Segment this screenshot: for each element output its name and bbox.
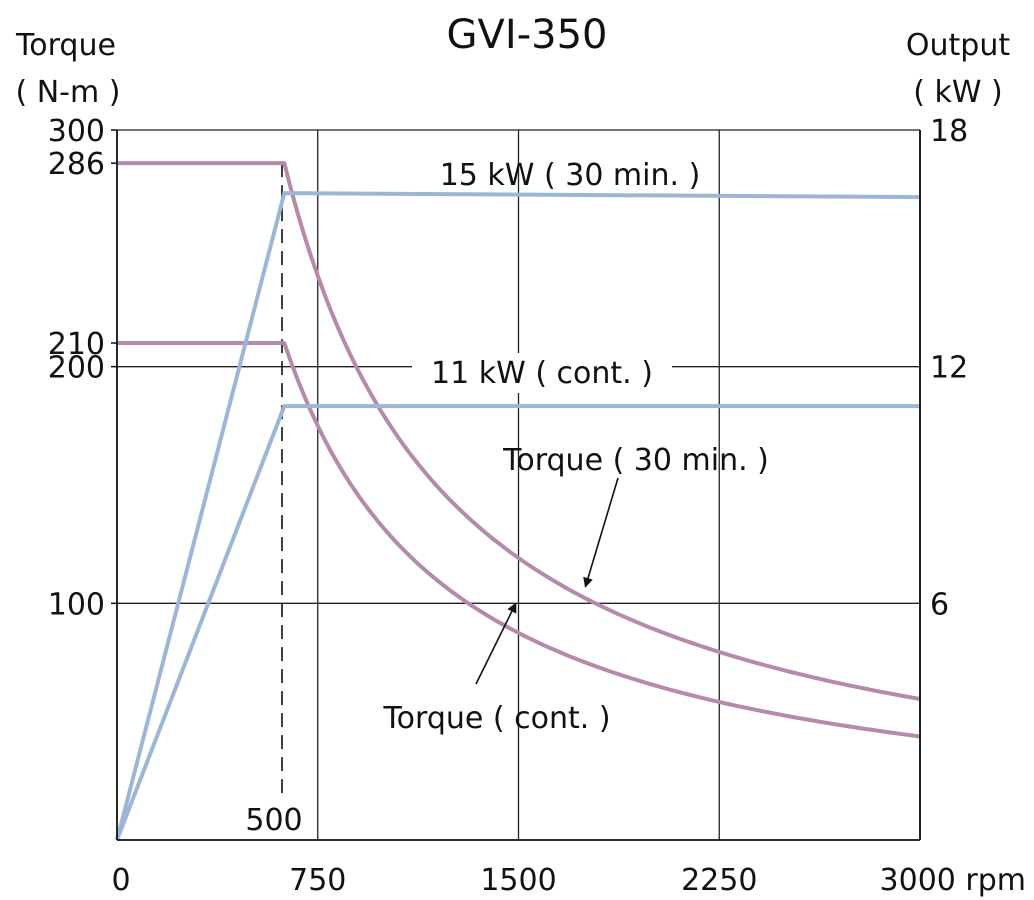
annotation-tqcont: Torque ( cont. ) xyxy=(382,701,610,736)
x-tick-label-0: 0 xyxy=(111,863,130,898)
axis-labels: GVI-350 Torque ( N-m ) Output ( kW ) xyxy=(15,12,1010,110)
right-tick-label-18: 18 xyxy=(930,114,968,149)
annotation-arrow-tqcont xyxy=(475,602,517,685)
left-tick-label-200: 200 xyxy=(48,351,105,386)
left-tick-label-286: 286 xyxy=(48,147,105,182)
x-tick-label-750: 750 xyxy=(289,863,346,898)
series-line-torque-30min xyxy=(117,161,921,701)
x-tick-label-1500: 1500 xyxy=(480,863,556,898)
chart-title: GVI-350 xyxy=(447,12,608,58)
annotation-bg-outcont xyxy=(412,353,672,393)
annotation-tq30: Torque ( 30 min. ) xyxy=(502,443,769,478)
x-tick-label-3000: 3000 rpm xyxy=(880,863,1026,898)
left-axis-unit: ( N-m ) xyxy=(16,75,121,110)
series-line-torque-cont xyxy=(117,341,921,739)
x-tick-label-2250: 2250 xyxy=(681,863,757,898)
annotation-outcont: 11 kW ( cont. ) xyxy=(431,356,653,391)
annotation-out30: 15 kW ( 30 min. ) xyxy=(440,158,701,193)
base-speed-label: 500 xyxy=(245,803,302,838)
annotation-arrow-tq30 xyxy=(583,477,619,588)
left-tick-label-100: 100 xyxy=(48,587,105,622)
annotations: 15 kW ( 30 min. ) 11 kW ( cont. ) Torque (… xyxy=(382,158,768,736)
right-tick-label-6: 6 xyxy=(930,587,949,622)
left-axis-title: Torque xyxy=(15,28,116,63)
right-tick-label-12: 12 xyxy=(930,351,968,386)
series-line-output-30min xyxy=(115,191,921,841)
series-line-output-cont xyxy=(115,404,920,841)
left-tick-label-210: 210 xyxy=(48,327,105,362)
plot-frame xyxy=(111,129,921,841)
series-lines xyxy=(115,161,921,841)
right-axis-title: Output xyxy=(906,28,1010,63)
left-tick-label-300: 300 xyxy=(48,114,105,149)
right-axis-unit: ( kW ) xyxy=(913,75,1003,110)
